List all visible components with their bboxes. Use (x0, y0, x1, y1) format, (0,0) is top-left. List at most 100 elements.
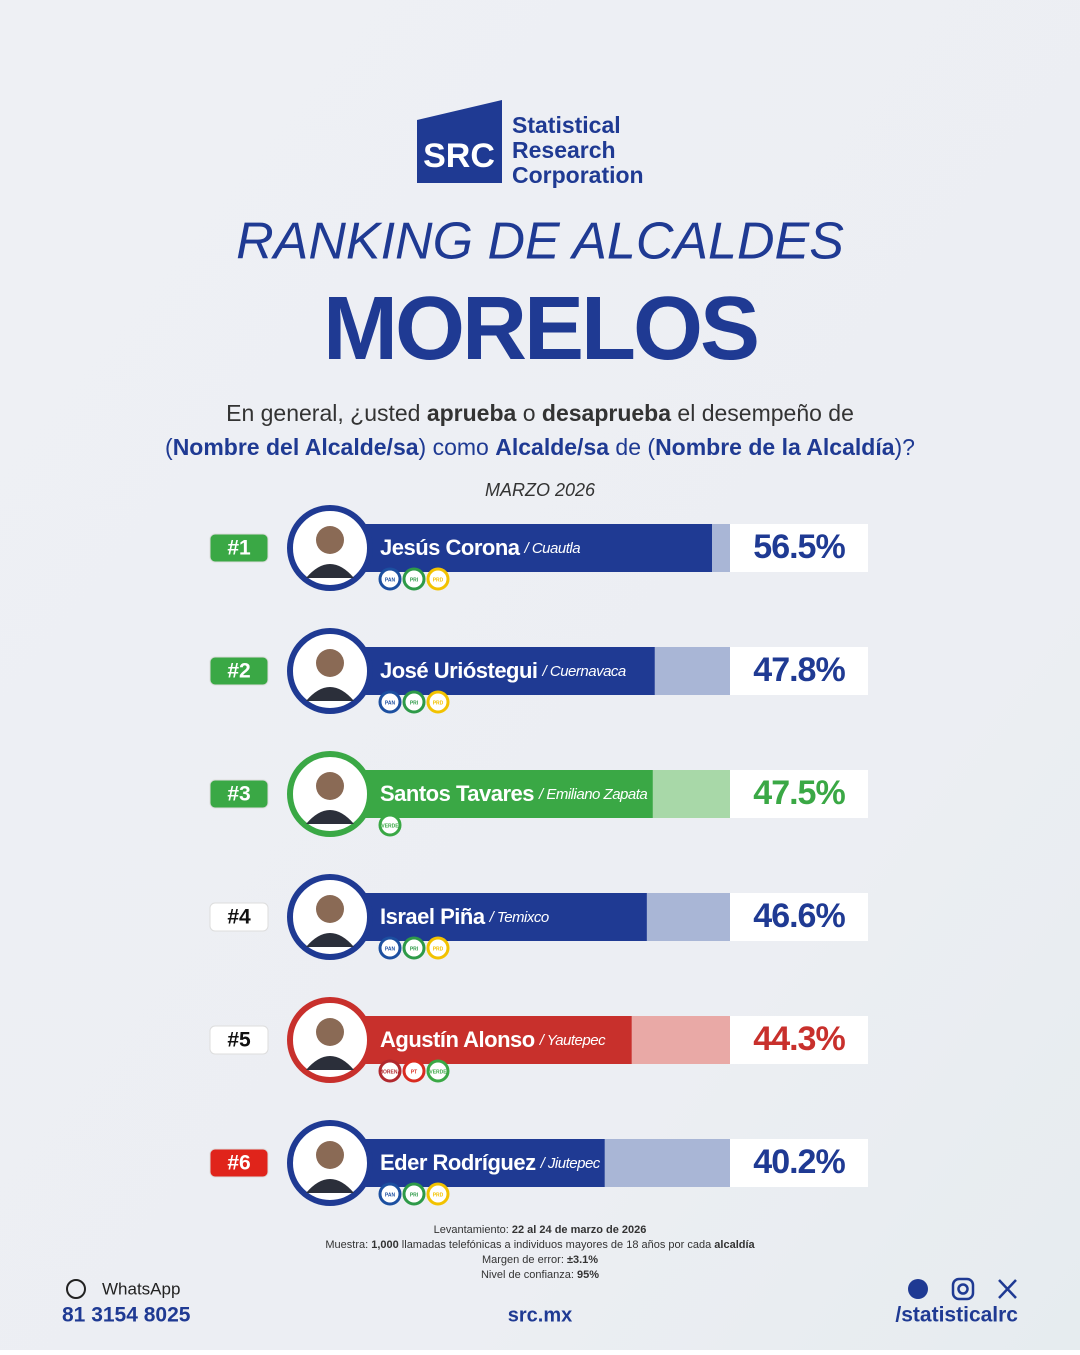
photo-head (316, 1141, 344, 1169)
photo-head (316, 772, 344, 800)
party-logo (378, 936, 402, 960)
value-box (730, 1139, 868, 1187)
bar (340, 647, 655, 695)
question-line: En general, ¿usted aprueba o desaprueba … (226, 400, 854, 426)
municipality: / Jiutepec (540, 1155, 601, 1172)
party-logo (402, 1059, 426, 1083)
party-name: PRI (410, 577, 419, 583)
party-name: PT (411, 1069, 417, 1075)
photo-head (316, 1018, 344, 1046)
party-logo (378, 1059, 402, 1083)
candidate-name: José Urióstegui / Cuernavaca (380, 658, 626, 683)
text-segment: Muestra: (325, 1239, 371, 1251)
text-segment: Levantamiento: (434, 1224, 512, 1236)
text-segment: llamadas telefónicas a individuos mayore… (399, 1239, 715, 1251)
municipality: / Yautepec (539, 1032, 606, 1049)
bar (340, 524, 712, 572)
text-segment: desaprueba (542, 400, 671, 426)
text-segment: )? (895, 434, 915, 460)
value-label: 40.2% (753, 1143, 845, 1181)
text-segment: alcaldía (714, 1239, 755, 1251)
party-name: PAN (385, 1192, 396, 1198)
rank-badge (209, 1148, 269, 1178)
municipality: / Temixco (489, 909, 549, 926)
value-label: 47.8% (753, 651, 845, 689)
logo-name: Corporation (512, 162, 644, 188)
text-segment: de ( (609, 434, 655, 460)
party-name: PRD (433, 946, 444, 952)
logo-mark: SRC (423, 137, 495, 175)
photo-head (316, 526, 344, 554)
text-segment: En general, ¿usted (226, 400, 427, 426)
candidate-name: Agustín Alonso / Yautepec (380, 1027, 606, 1052)
value-label: 47.5% (753, 774, 845, 812)
party-name: PRI (410, 700, 419, 706)
rank-badge (209, 533, 269, 563)
text-segment: aprueba (427, 400, 517, 426)
rank-label: #3 (227, 783, 250, 806)
value-box (730, 647, 868, 695)
party-name: VERDE (381, 823, 399, 829)
text-segment: 1,000 (371, 1239, 399, 1251)
rank-label: #4 (227, 906, 251, 929)
party-name: PAN (385, 700, 396, 706)
name: José Urióstegui (380, 658, 538, 683)
bar (340, 1139, 605, 1187)
party-logo (378, 1182, 402, 1206)
logo-name: Statistical (512, 112, 621, 138)
methodology-line: Muestra: 1,000 llamadas telefónicas a in… (325, 1239, 755, 1251)
rank-label: #5 (227, 1029, 251, 1052)
photo-head (316, 895, 344, 923)
rank-badge (209, 902, 269, 932)
rank-label: #2 (227, 660, 250, 683)
social-icons (908, 1277, 1017, 1301)
party-logo (402, 1182, 426, 1206)
value-box (730, 524, 868, 572)
candidate-name: Jesús Corona / Cuautla (380, 535, 580, 560)
site: src.mx (508, 1304, 573, 1326)
rank-badge (209, 1025, 269, 1055)
text-segment: ( (165, 434, 173, 460)
name: Israel Piña (380, 904, 486, 929)
name: Jesús Corona (380, 535, 521, 560)
social-handle: /statisticalrc (895, 1304, 1018, 1327)
party-name: PRI (410, 946, 419, 952)
name: Agustín Alonso (380, 1027, 535, 1052)
party-logo (426, 936, 450, 960)
bar (340, 1016, 632, 1064)
text-segment: o (516, 400, 542, 426)
municipality: / Cuautla (524, 540, 581, 557)
title: RANKING DE ALCALDES (236, 213, 844, 271)
bar (340, 893, 647, 941)
phone: 81 3154 8025 (62, 1304, 191, 1327)
municipality: / Emiliano Zapata (538, 786, 647, 803)
party-logo (402, 690, 426, 714)
party-name: PRD (433, 1192, 444, 1198)
value-label: 56.5% (753, 528, 845, 566)
text-segment: 95% (577, 1269, 599, 1281)
candidate-name: Eder Rodríguez / Jiutepec (380, 1150, 601, 1175)
party-logo (402, 567, 426, 591)
photo-body (306, 1179, 354, 1193)
name: Eder Rodríguez (380, 1150, 536, 1175)
whatsapp-icon (66, 1279, 86, 1299)
methodology-line: Nivel de confianza: 95% (481, 1269, 599, 1281)
candidate-name: Santos Tavares / Emiliano Zapata (380, 781, 647, 806)
party-name: PAN (385, 577, 396, 583)
photo-head (316, 649, 344, 677)
candidate-name: Israel Piña / Temixco (380, 904, 549, 929)
date: MARZO 2026 (485, 480, 596, 500)
party-name: PRI (410, 1192, 419, 1198)
photo-body (306, 1056, 354, 1070)
text-segment: Nombre de la Alcaldía (655, 434, 895, 460)
text-segment: ±3.1% (567, 1254, 598, 1266)
value-label: 46.6% (753, 897, 845, 935)
photo-body (306, 687, 354, 701)
name: Santos Tavares (380, 781, 534, 806)
party-logo (378, 690, 402, 714)
logo-name: Research (512, 137, 616, 163)
text-segment: Margen de error: (482, 1254, 567, 1266)
party-logo (378, 567, 402, 591)
municipality: / Cuernavaca (542, 663, 626, 680)
